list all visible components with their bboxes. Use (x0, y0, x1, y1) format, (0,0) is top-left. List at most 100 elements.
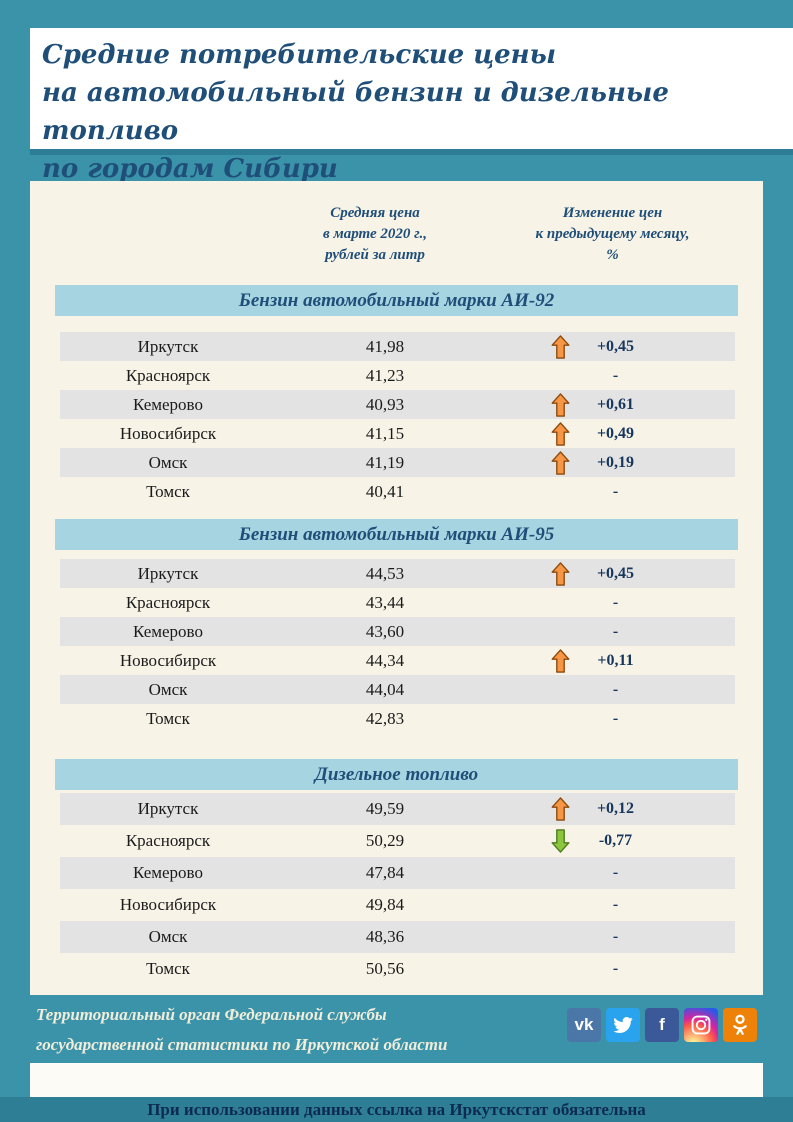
section-header-ai92: Бензин автомобильный марки АИ-92 (55, 285, 738, 316)
table-row: Омск 41,19 +0,19 (60, 448, 735, 477)
city-cell: Иркутск (137, 564, 199, 583)
instagram-icon[interactable] (684, 1008, 718, 1042)
odnoklassniki-icon[interactable] (723, 1008, 757, 1042)
trend-arrow-icon (546, 448, 574, 477)
facebook-glyph: f (659, 1015, 665, 1034)
price-cell: 50,56 (365, 959, 405, 978)
footer-spacer (30, 1063, 763, 1097)
table-row: Кемерово 47,84 - (60, 857, 735, 889)
table-row: Новосибирск 41,15 +0,49 (60, 419, 735, 448)
trend-arrow-icon (546, 559, 574, 588)
table-row: Томск 42,83 - (60, 704, 735, 733)
change-cell: +0,19 (596, 454, 635, 471)
table-row: Красноярск 43,44 - (60, 588, 735, 617)
price-cell: 42,83 (365, 709, 405, 728)
city-cell: Новосибирск (119, 651, 217, 670)
vk-glyph: vk (574, 1015, 594, 1034)
change-cell: +0,11 (597, 652, 634, 669)
table-row: Красноярск 41,23 - (60, 361, 735, 390)
section-table-ai95: Иркутск 44,53 +0,45 Красноярск 43,44 - К… (60, 559, 735, 733)
column-header-price: Средняя цена в марте 2020 г., рублей за … (323, 205, 427, 263)
trend-arrow-icon (546, 332, 574, 361)
city-cell: Красноярск (125, 593, 211, 612)
table-row: Красноярск 50,29 -0,77 (60, 825, 735, 857)
table-row: Томск 40,41 - (60, 477, 735, 506)
city-cell: Омск (148, 453, 188, 472)
city-cell: Новосибирск (119, 895, 217, 914)
page-title: Средние потребительские цены на автомоби… (42, 40, 669, 184)
price-cell: 40,41 (365, 482, 405, 501)
change-cell: +0,45 (596, 565, 635, 582)
trend-arrow-icon (546, 825, 574, 857)
city-cell: Кемерово (133, 863, 203, 882)
city-cell: Иркутск (137, 337, 199, 356)
table-row: Омск 48,36 - (60, 921, 735, 953)
table-row: Новосибирск 44,34 +0,11 (60, 646, 735, 675)
change-cell: +0,45 (596, 338, 635, 355)
trend-arrow-icon (546, 419, 574, 448)
column-header-change: Изменение цен к предыдущему месяцу, % (535, 205, 690, 263)
trend-arrow-icon (546, 390, 574, 419)
change-cell: - (612, 681, 619, 698)
trend-arrow-icon (546, 793, 574, 825)
change-cell: - (612, 960, 619, 977)
price-cell: 49,59 (365, 799, 405, 818)
facebook-icon[interactable]: f (645, 1008, 679, 1042)
change-cell: - (612, 483, 619, 500)
city-cell: Кемерово (133, 622, 203, 641)
price-cell: 47,84 (365, 863, 405, 882)
table-row: Кемерово 43,60 - (60, 617, 735, 646)
section-table-ai92: Иркутск 41,98 +0,45 Красноярск 41,23 - К… (60, 332, 735, 506)
change-cell: - (612, 864, 619, 881)
change-cell: +0,61 (596, 396, 635, 413)
instagram-camera-icon (691, 1015, 711, 1035)
city-cell: Красноярск (125, 366, 211, 385)
change-cell: - (612, 367, 619, 384)
table-row: Новосибирск 49,84 - (60, 889, 735, 921)
vk-icon[interactable]: vk (567, 1008, 601, 1042)
change-cell: - (612, 594, 619, 611)
city-cell: Томск (146, 482, 190, 501)
table-row: Томск 50,56 - (60, 953, 735, 985)
price-table-panel: Средняя цена в марте 2020 г., рублей за … (30, 181, 763, 995)
trend-arrow-icon (546, 646, 574, 675)
price-cell: 44,04 (365, 680, 405, 699)
city-cell: Томск (146, 709, 190, 728)
price-cell: 43,60 (365, 622, 405, 641)
twitter-bird-icon (613, 1017, 633, 1033)
price-cell: 40,93 (365, 395, 405, 414)
city-cell: Томск (146, 959, 190, 978)
social-icons: vk f (567, 1008, 757, 1042)
change-cell: - (612, 710, 619, 727)
city-cell: Омск (148, 927, 188, 946)
city-cell: Красноярск (125, 831, 211, 850)
attribution-bar: При использовании данных ссылка на Иркут… (0, 1097, 793, 1122)
change-cell: +0,12 (596, 800, 635, 817)
table-row: Иркутск 44,53 +0,45 (60, 559, 735, 588)
city-cell: Иркутск (137, 799, 199, 818)
city-cell: Омск (148, 680, 188, 699)
table-row: Кемерово 40,93 +0,61 (60, 390, 735, 419)
change-cell: -0,77 (598, 832, 633, 849)
price-cell: 41,23 (365, 366, 405, 385)
section-table-diesel: Иркутск 49,59 +0,12 Красноярск 50,29 -0,… (60, 793, 735, 985)
price-cell: 50,29 (365, 831, 405, 850)
organization-name: Территориальный орган Федеральной службы… (36, 1005, 448, 1054)
price-cell: 44,53 (365, 564, 405, 583)
table-row: Иркутск 41,98 +0,45 (60, 332, 735, 361)
change-cell: - (612, 896, 619, 913)
change-cell: - (612, 623, 619, 640)
table-row: Иркутск 49,59 +0,12 (60, 793, 735, 825)
city-cell: Кемерово (133, 395, 203, 414)
price-cell: 41,98 (365, 337, 405, 356)
price-cell: 41,15 (365, 424, 405, 443)
change-cell: - (612, 928, 619, 945)
price-cell: 48,36 (365, 927, 405, 946)
twitter-icon[interactable] (606, 1008, 640, 1042)
price-cell: 44,34 (365, 651, 405, 670)
section-header-diesel: Дизельное топливо (55, 759, 738, 790)
change-cell: +0,49 (596, 425, 635, 442)
odnoklassniki-person-icon (733, 1014, 747, 1035)
price-cell: 41,19 (365, 453, 405, 472)
